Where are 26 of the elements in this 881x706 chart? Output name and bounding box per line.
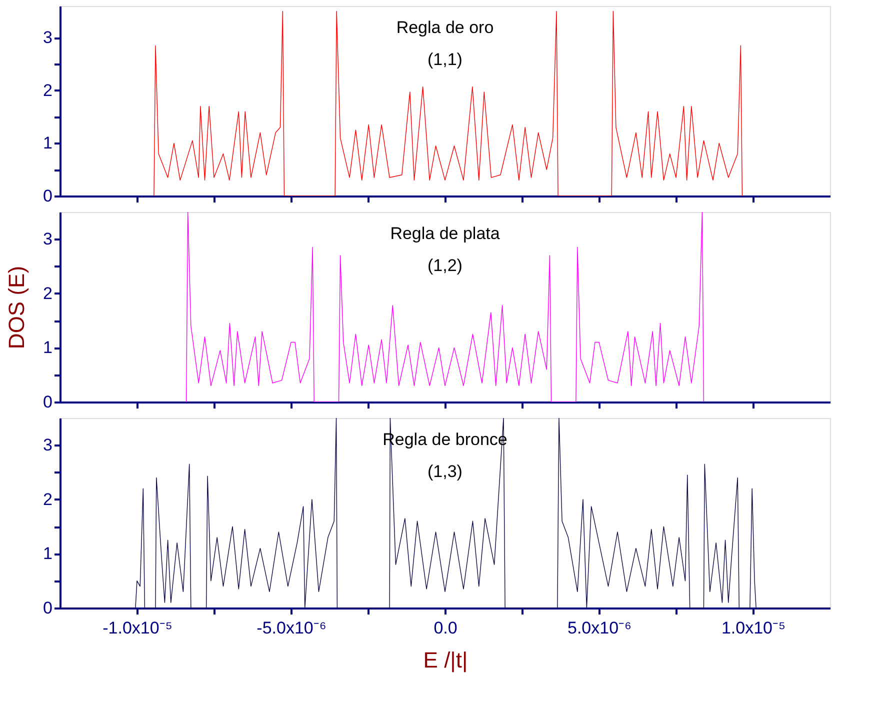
y-tick-label: 1 [43, 544, 52, 564]
annotation: (1,2) [428, 256, 462, 275]
annotation: (1,1) [428, 50, 462, 69]
annotation: (1,3) [428, 462, 462, 481]
y-tick-label: 3 [43, 436, 52, 455]
y-tick-label: 1 [43, 338, 52, 358]
y-tick-label: 0 [43, 598, 52, 618]
line-series [186, 212, 704, 402]
y-tick-label: 2 [43, 284, 52, 303]
y-tick-label: 2 [43, 490, 52, 509]
y-axis-title: DOS (E) [4, 266, 30, 350]
y-tick-label: 0 [43, 186, 52, 206]
y-tick-label: 2 [43, 80, 52, 100]
x-tick-label: -5.0x10⁻⁶ [256, 618, 326, 638]
x-tick-label: -1.0x10⁻⁵ [102, 618, 172, 638]
line-series [154, 10, 743, 196]
x-tick-label: 1.0x10⁻⁵ [721, 618, 786, 638]
y-tick-label: 3 [43, 28, 52, 48]
y-tick-label: 1 [43, 134, 52, 153]
x-axis-title: E /|t| [423, 648, 468, 672]
annotation: Regla de oro [396, 18, 494, 37]
annotation: Regla de plata [390, 224, 500, 243]
x-tick-label: 5.0x10⁻⁶ [567, 618, 632, 638]
y-tick-label: 0 [43, 392, 52, 412]
x-tick-label: 0.0 [434, 618, 458, 638]
y-tick-label: 3 [43, 230, 52, 249]
